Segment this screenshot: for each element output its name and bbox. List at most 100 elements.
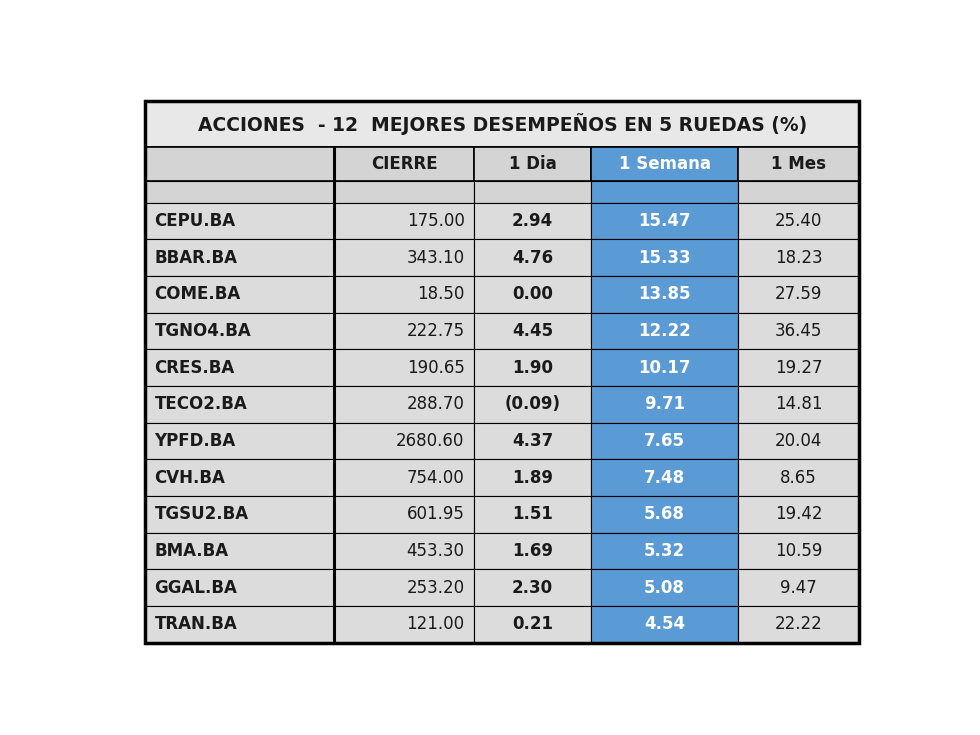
Bar bbox=[592, 386, 738, 423]
Bar bbox=[473, 459, 592, 496]
Bar bbox=[334, 181, 473, 203]
Text: 4.54: 4.54 bbox=[644, 615, 685, 634]
Text: (0.09): (0.09) bbox=[505, 395, 561, 413]
Bar bbox=[592, 570, 738, 606]
Text: YPFD.BA: YPFD.BA bbox=[155, 432, 235, 450]
Bar bbox=[738, 606, 859, 643]
Bar bbox=[738, 203, 859, 240]
Text: CRES.BA: CRES.BA bbox=[155, 359, 234, 376]
Text: BMA.BA: BMA.BA bbox=[155, 542, 228, 560]
Bar bbox=[145, 606, 334, 643]
Text: 9.71: 9.71 bbox=[644, 395, 685, 413]
Text: 453.30: 453.30 bbox=[407, 542, 465, 560]
Text: 175.00: 175.00 bbox=[407, 212, 465, 230]
Bar bbox=[145, 386, 334, 423]
Bar bbox=[592, 203, 738, 240]
Bar bbox=[738, 570, 859, 606]
Text: TGNO4.BA: TGNO4.BA bbox=[155, 322, 251, 340]
Bar bbox=[592, 423, 738, 459]
Text: 1.90: 1.90 bbox=[513, 359, 553, 376]
Text: BBAR.BA: BBAR.BA bbox=[155, 248, 237, 267]
Text: 2.30: 2.30 bbox=[512, 578, 553, 597]
Bar bbox=[145, 312, 334, 349]
Text: 2.94: 2.94 bbox=[512, 212, 554, 230]
Bar bbox=[473, 533, 592, 570]
Bar bbox=[334, 203, 473, 240]
Bar bbox=[145, 423, 334, 459]
Text: 8.65: 8.65 bbox=[780, 469, 817, 487]
Bar bbox=[473, 312, 592, 349]
Bar bbox=[145, 276, 334, 312]
Text: 1 Semana: 1 Semana bbox=[618, 155, 710, 173]
Text: 10.17: 10.17 bbox=[638, 359, 691, 376]
Bar bbox=[334, 496, 473, 533]
Text: 754.00: 754.00 bbox=[407, 469, 465, 487]
Bar bbox=[738, 181, 859, 203]
Text: CEPU.BA: CEPU.BA bbox=[155, 212, 235, 230]
Text: 22.22: 22.22 bbox=[774, 615, 822, 634]
Bar bbox=[145, 496, 334, 533]
Text: TRAN.BA: TRAN.BA bbox=[155, 615, 237, 634]
Bar bbox=[145, 203, 334, 240]
Bar bbox=[334, 459, 473, 496]
Text: 190.65: 190.65 bbox=[407, 359, 465, 376]
Bar bbox=[145, 459, 334, 496]
Text: 25.40: 25.40 bbox=[775, 212, 822, 230]
Bar bbox=[592, 181, 738, 203]
Bar bbox=[473, 203, 592, 240]
Bar bbox=[592, 459, 738, 496]
Bar bbox=[738, 147, 859, 181]
Bar bbox=[334, 276, 473, 312]
Text: ACCIONES  - 12  MEJORES DESEMPEÑOS EN 5 RUEDAS (%): ACCIONES - 12 MEJORES DESEMPEÑOS EN 5 RU… bbox=[198, 112, 807, 135]
Bar bbox=[334, 423, 473, 459]
Text: 19.42: 19.42 bbox=[775, 506, 822, 523]
Text: 222.75: 222.75 bbox=[407, 322, 465, 340]
Bar bbox=[473, 496, 592, 533]
Text: 15.47: 15.47 bbox=[638, 212, 691, 230]
Text: 36.45: 36.45 bbox=[775, 322, 822, 340]
Bar bbox=[334, 533, 473, 570]
Bar bbox=[738, 496, 859, 533]
Bar bbox=[592, 147, 738, 181]
Text: 15.33: 15.33 bbox=[638, 248, 691, 267]
Bar bbox=[334, 240, 473, 276]
Bar bbox=[592, 606, 738, 643]
Bar bbox=[145, 101, 859, 147]
Bar bbox=[334, 386, 473, 423]
Bar bbox=[473, 386, 592, 423]
Bar bbox=[738, 312, 859, 349]
Text: 1 Dia: 1 Dia bbox=[509, 155, 557, 173]
Bar bbox=[738, 386, 859, 423]
Text: 18.23: 18.23 bbox=[775, 248, 822, 267]
Text: 4.45: 4.45 bbox=[512, 322, 553, 340]
Bar bbox=[145, 240, 334, 276]
Bar bbox=[473, 570, 592, 606]
Bar bbox=[334, 147, 473, 181]
Bar bbox=[738, 276, 859, 312]
Bar bbox=[738, 240, 859, 276]
Text: 2680.60: 2680.60 bbox=[396, 432, 465, 450]
Bar bbox=[473, 606, 592, 643]
Text: 4.37: 4.37 bbox=[512, 432, 554, 450]
Bar bbox=[145, 181, 334, 203]
Text: 288.70: 288.70 bbox=[407, 395, 465, 413]
Text: 121.00: 121.00 bbox=[407, 615, 465, 634]
Text: 601.95: 601.95 bbox=[407, 506, 465, 523]
Bar bbox=[592, 496, 738, 533]
Text: 7.48: 7.48 bbox=[644, 469, 685, 487]
Text: 5.08: 5.08 bbox=[644, 578, 685, 597]
Text: CIERRE: CIERRE bbox=[370, 155, 437, 173]
Bar bbox=[145, 533, 334, 570]
Bar bbox=[738, 349, 859, 386]
Bar bbox=[334, 570, 473, 606]
Bar bbox=[473, 240, 592, 276]
Text: 4.76: 4.76 bbox=[512, 248, 553, 267]
Bar bbox=[145, 349, 334, 386]
Bar bbox=[738, 459, 859, 496]
Text: 1 Mes: 1 Mes bbox=[771, 155, 826, 173]
Bar bbox=[592, 312, 738, 349]
Bar bbox=[145, 147, 334, 181]
Text: 1.51: 1.51 bbox=[513, 506, 553, 523]
Bar bbox=[473, 181, 592, 203]
Bar bbox=[592, 240, 738, 276]
